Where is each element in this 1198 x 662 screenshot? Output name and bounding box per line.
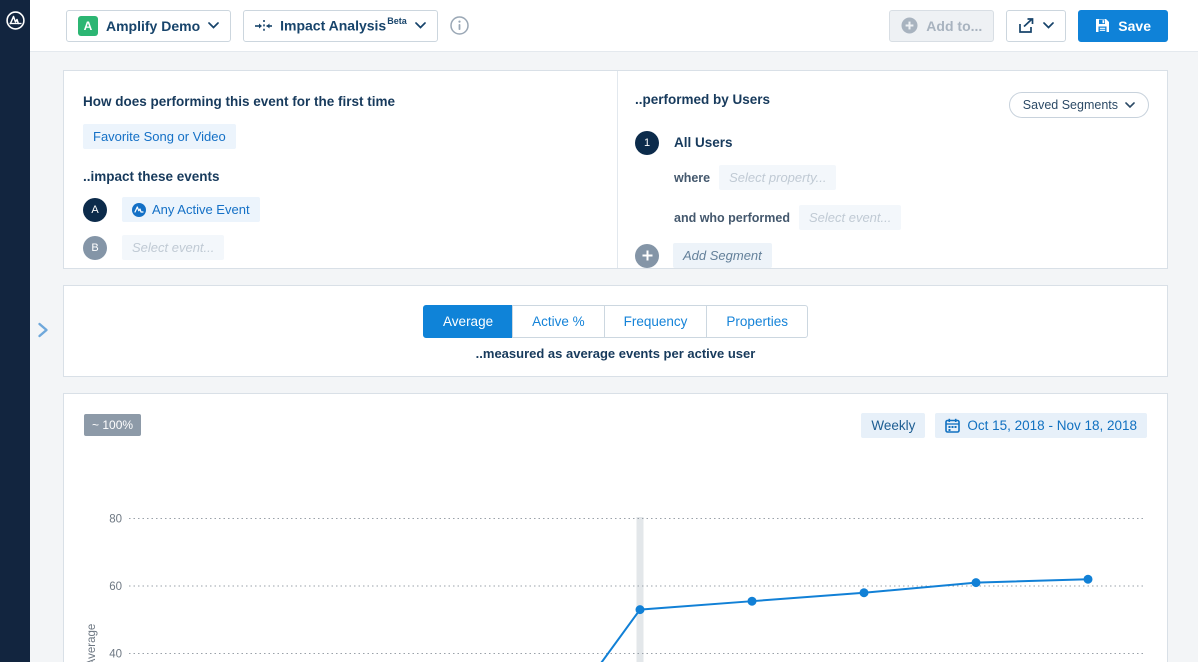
share-button[interactable] [1006, 9, 1067, 42]
chevron-down-icon [1043, 22, 1055, 29]
project-badge: A [78, 15, 98, 36]
impact-line-chart[interactable]: 40 60 80 Average [64, 394, 1168, 662]
interval-selector[interactable]: Weekly [861, 413, 926, 438]
add-segment-plus-icon[interactable] [635, 243, 659, 268]
chart-type-name: Impact AnalysisBeta [280, 16, 407, 34]
project-dropdown[interactable]: A Amplify Demo [66, 9, 232, 42]
where-label: where [674, 170, 711, 185]
tab-frequency[interactable]: Frequency [603, 305, 708, 338]
first-time-event-chip[interactable]: Favorite Song or Video [83, 124, 236, 149]
beta-tag: Beta [387, 16, 407, 27]
segment-panel-title: ..performed by Users [635, 92, 771, 107]
impact-analysis-icon [255, 19, 273, 32]
event-row-b: B Select event... [83, 235, 599, 260]
info-icon[interactable] [449, 16, 469, 35]
segment-panel: ..performed by Users Saved Segments 1 Al… [617, 71, 1167, 268]
performed-label: and who performed [674, 210, 790, 225]
segment-number-badge: 1 [635, 131, 659, 155]
top-toolbar: A Amplify Demo Impact AnalysisBeta [30, 0, 1198, 52]
svg-text:Average: Average [86, 624, 98, 662]
left-nav-rail [0, 0, 30, 662]
project-name: Amplify Demo [106, 17, 201, 34]
svg-text:40: 40 [109, 649, 122, 661]
svg-text:80: 80 [109, 514, 122, 526]
impact-subtitle: ..impact these events [83, 169, 220, 184]
segment-row: 1 All Users where Select property... and… [635, 131, 1149, 230]
event-a-chip[interactable]: Any Active Event [122, 197, 260, 222]
definition-card: How does performing this event for the f… [63, 70, 1168, 269]
chart-controls: Weekly Oct 15, 2018 - Nov 18, 2018 [861, 413, 1147, 438]
impact-percwhile-badge: ~ 100% [84, 414, 142, 436]
tab-active[interactable]: Active % [512, 305, 605, 338]
calendar-icon [945, 418, 961, 433]
save-button[interactable]: Save [1078, 9, 1168, 42]
add-segment-button[interactable]: Add Segment [673, 243, 772, 268]
saved-segments-dropdown[interactable]: Saved Segments [1008, 92, 1149, 118]
measure-caption: ..measured as average events per active … [475, 346, 756, 361]
event-row-a: A Any Active Event [83, 197, 599, 222]
share-export-icon [1019, 17, 1034, 33]
select-event-placeholder[interactable]: Select event... [798, 205, 902, 230]
select-property-placeholder[interactable]: Select property... [719, 165, 837, 190]
tab-average[interactable]: Average [423, 305, 514, 338]
add-segment-row: Add Segment [635, 243, 1149, 268]
event-b-select-placeholder[interactable]: Select event... [122, 235, 225, 260]
save-label: Save [1118, 17, 1151, 34]
chart-card: ~ 100% Weekly Oct 15, 2018 - Nov 18, 201… [63, 393, 1168, 662]
save-disk-icon [1096, 19, 1110, 32]
date-range-picker[interactable]: Oct 15, 2018 - Nov 18, 2018 [935, 413, 1147, 438]
chart-type-dropdown[interactable]: Impact AnalysisBeta [243, 9, 438, 42]
event-panel: How does performing this event for the f… [64, 71, 617, 268]
chevron-down-icon [1125, 102, 1135, 108]
chevron-down-icon [414, 22, 426, 29]
panel-expander-chevron-right-icon[interactable] [37, 322, 49, 343]
event-panel-title: How does performing this event for the f… [83, 94, 396, 109]
segment-name: All Users [674, 135, 733, 150]
svg-text:60: 60 [109, 581, 122, 593]
measure-tabs: Average Active % Frequency Properties [64, 305, 1167, 338]
chevron-down-icon [208, 22, 219, 29]
measure-card: Average Active % Frequency Properties ..mea… [63, 285, 1168, 377]
tab-properties[interactable]: Properties [706, 305, 808, 338]
amplitude-event-icon [132, 202, 146, 217]
event-badge-a: A [83, 197, 107, 222]
add-to-button[interactable]: Add to... [889, 9, 995, 42]
add-to-label: Add to... [926, 17, 983, 34]
plus-circle-icon [901, 17, 918, 34]
event-badge-b: B [83, 235, 107, 260]
amplitude-logo-icon[interactable] [6, 11, 25, 35]
